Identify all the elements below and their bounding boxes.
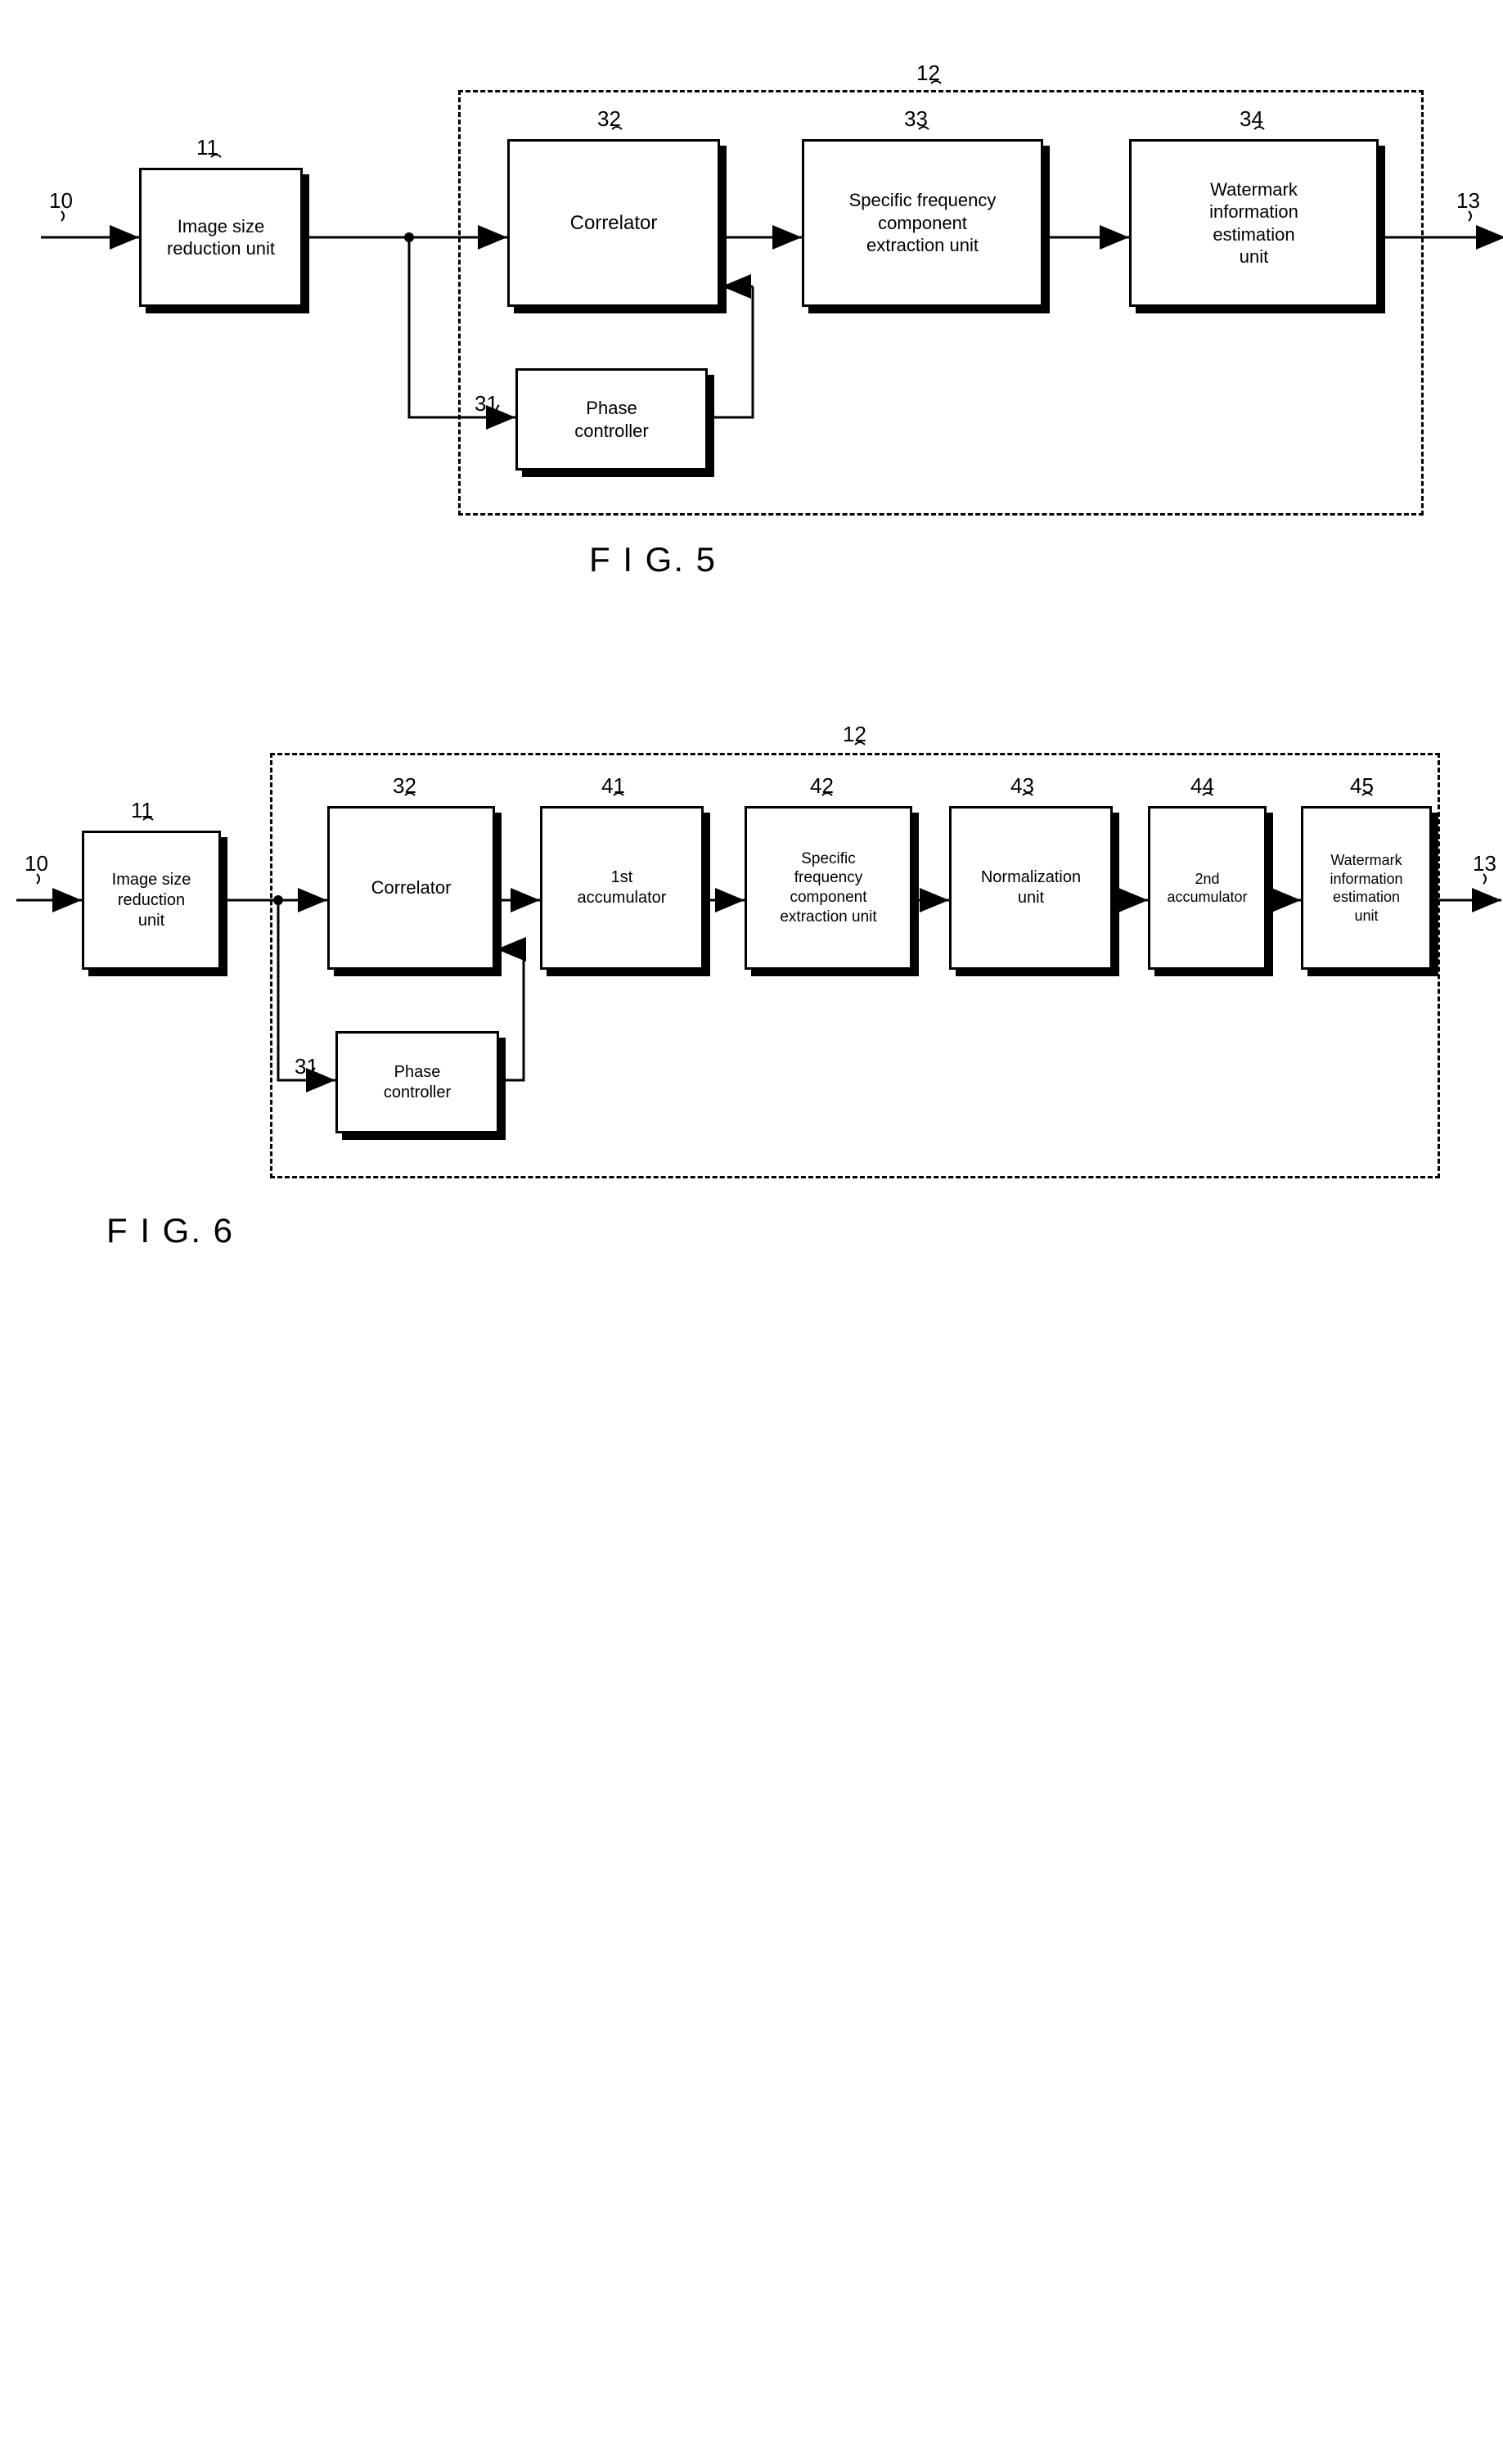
ref-11: 11 (196, 135, 218, 160)
ref-12: 12 (916, 61, 940, 86)
ref-45: 45 (1350, 773, 1374, 799)
figure-6: 12 Image sizereductionunit 11 Correlator… (33, 704, 1503, 1277)
ref-32: 32 (597, 106, 621, 132)
second-accumulator: 2ndaccumulator (1148, 806, 1267, 970)
ref-31: 31 (475, 391, 498, 417)
first-accumulator: 1staccumulator (540, 806, 704, 970)
correlator: Correlator (507, 139, 720, 307)
ref-33: 33 (904, 106, 928, 132)
ref-10: 10 (49, 188, 73, 214)
watermark-information-estimation-unit: Watermarkinformationestimationunit (1301, 806, 1432, 970)
ref-41: 41 (601, 773, 625, 799)
watermark-information-estimation-unit: Watermarkinformationestimationunit (1129, 139, 1379, 307)
ref-32: 32 (393, 773, 416, 799)
figure-6-label: F I G. 6 (106, 1211, 234, 1250)
specific-frequency-component-extraction-unit: Specificfrequencycomponentextraction uni… (745, 806, 912, 970)
ref-43: 43 (1010, 773, 1034, 799)
figure-5-label: F I G. 5 (589, 540, 717, 579)
phase-controller: Phasecontroller (515, 368, 708, 471)
ref-13: 13 (1473, 851, 1496, 876)
ref-12: 12 (843, 722, 866, 747)
ref-10: 10 (25, 851, 48, 876)
phase-controller: Phasecontroller (335, 1031, 499, 1133)
ref-13: 13 (1456, 188, 1480, 214)
image-size-reduction-unit: Image sizereductionunit (82, 831, 221, 970)
ref-11: 11 (131, 798, 153, 823)
figure-5: 12 Image sizereduction unit 11 Correlato… (33, 33, 1473, 606)
ref-42: 42 (810, 773, 834, 799)
image-size-reduction-unit: Image sizereduction unit (139, 168, 303, 307)
correlator: Correlator (327, 806, 495, 970)
ref-34: 34 (1240, 106, 1263, 132)
normalization-unit: Normalizationunit (949, 806, 1113, 970)
ref-31: 31 (295, 1054, 318, 1079)
specific-frequency-component-extraction-unit: Specific frequencycomponentextraction un… (802, 139, 1043, 307)
ref-44: 44 (1190, 773, 1214, 799)
